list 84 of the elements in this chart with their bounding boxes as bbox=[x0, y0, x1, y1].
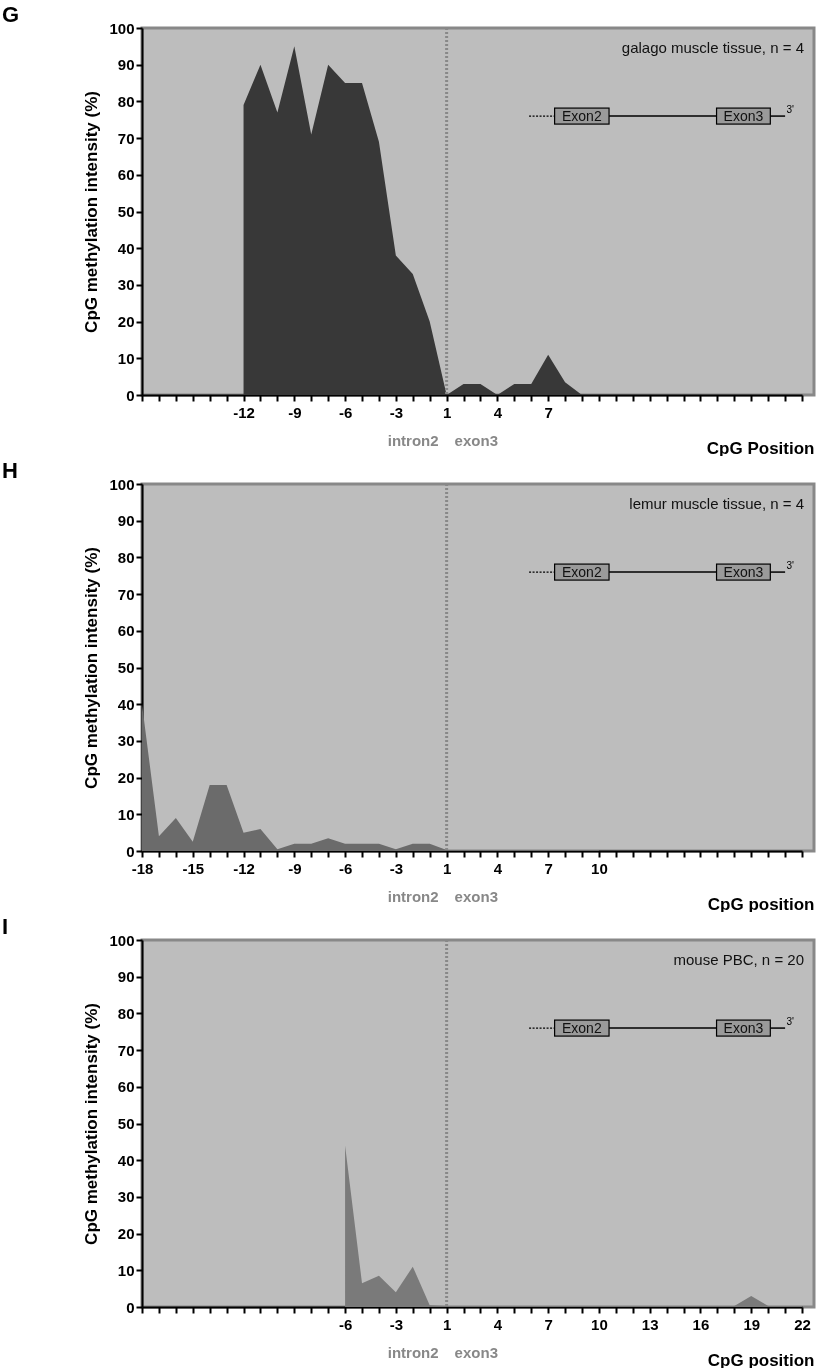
x-tick-label: 19 bbox=[743, 1315, 761, 1333]
annotation: Exon3 bbox=[723, 564, 764, 581]
annotation: Exon3 bbox=[723, 108, 764, 125]
x-tick-label: -15 bbox=[182, 859, 205, 877]
annotation: 3' bbox=[786, 560, 795, 572]
text: exon3 bbox=[454, 432, 498, 449]
x-tick-label: -3 bbox=[389, 859, 404, 877]
text: exon3 bbox=[454, 1344, 498, 1361]
y-tick-label: 80 bbox=[117, 1004, 135, 1022]
y-tick-label: 0 bbox=[126, 386, 135, 404]
x-tick-label: 7 bbox=[544, 403, 553, 421]
y-tick-label: 50 bbox=[117, 203, 135, 220]
y-tick-label: 80 bbox=[117, 548, 135, 566]
y-tick-label: 20 bbox=[117, 1225, 135, 1243]
y-tick-label: 20 bbox=[117, 313, 135, 331]
chart-title: I bbox=[2, 914, 9, 939]
y-tick-label: 0 bbox=[126, 842, 135, 860]
y-axis-title: CpG methylation intensity (%) bbox=[82, 91, 102, 333]
y-tick-label: 70 bbox=[117, 129, 135, 147]
y-axis-title: CpG methylation intensity (%) bbox=[82, 1003, 102, 1245]
x-tick-label: -9 bbox=[288, 403, 302, 421]
x-tick-label: -12 bbox=[233, 859, 255, 877]
y-tick-label: 30 bbox=[117, 276, 135, 294]
x-tick-label: -6 bbox=[338, 403, 353, 421]
x-tick-label: -3 bbox=[389, 1315, 404, 1333]
x-tick-label: 1 bbox=[442, 859, 452, 877]
y-tick-label: 30 bbox=[117, 732, 135, 750]
y-tick-label: 100 bbox=[109, 931, 135, 949]
y-tick-label: 60 bbox=[117, 166, 135, 184]
y-tick-label: 70 bbox=[117, 1041, 135, 1059]
chart-title: H bbox=[2, 458, 18, 483]
y-tick-label: 70 bbox=[117, 585, 135, 603]
y-tick-label: 90 bbox=[117, 512, 135, 530]
annotation: Exon3 bbox=[723, 1020, 764, 1037]
x-tick-label: -6 bbox=[338, 859, 353, 877]
x-tick-label: -18 bbox=[131, 859, 154, 877]
annotation: Exon2 bbox=[561, 108, 602, 125]
annotation: 3' bbox=[786, 104, 795, 116]
x-tick-label: -3 bbox=[389, 403, 404, 421]
x-tick-label: 7 bbox=[544, 859, 553, 877]
x-tick-label: -6 bbox=[338, 1315, 353, 1333]
y-axis-title: CpG methylation intensity (%) bbox=[82, 547, 102, 789]
y-tick-label: 60 bbox=[117, 1078, 135, 1096]
annotation: Exon2 bbox=[561, 564, 602, 581]
y-tick-label: 60 bbox=[117, 622, 135, 640]
x-tick-label: 7 bbox=[544, 1315, 553, 1333]
annotation: galago muscle tissue, n = 4 bbox=[621, 39, 804, 56]
x-tick-label: 1 bbox=[442, 403, 452, 421]
x-tick-label: 1 bbox=[442, 1315, 452, 1333]
y-tick-label: 0 bbox=[126, 1298, 135, 1316]
y-tick-label: 90 bbox=[117, 56, 135, 74]
y-tick-label: 10 bbox=[117, 349, 135, 367]
y-tick-label: 40 bbox=[117, 239, 135, 257]
text: intron2 bbox=[387, 432, 439, 449]
y-tick-label: 100 bbox=[109, 475, 135, 493]
y-tick-label: 40 bbox=[117, 1151, 135, 1169]
y-tick-label: 20 bbox=[117, 769, 135, 787]
x-tick-label: -12 bbox=[233, 403, 255, 421]
y-tick-label: 100 bbox=[109, 19, 135, 37]
text: intron2 bbox=[387, 888, 439, 905]
text: exon3 bbox=[454, 888, 498, 905]
y-tick-label: 80 bbox=[117, 92, 135, 110]
y-tick-label: 10 bbox=[117, 805, 135, 823]
text: intron2 bbox=[387, 1344, 439, 1361]
annotation: 3' bbox=[786, 1016, 795, 1028]
x-tick-label: 16 bbox=[692, 1315, 710, 1333]
x-tick-label: -9 bbox=[288, 859, 302, 877]
chart-title: G bbox=[2, 2, 20, 27]
x-tick-label: 10 bbox=[591, 859, 608, 877]
y-tick-label: 50 bbox=[117, 659, 135, 676]
annotation: Exon2 bbox=[561, 1020, 602, 1037]
x-tick-label: 4 bbox=[493, 1315, 503, 1333]
y-tick-label: 50 bbox=[117, 1115, 135, 1132]
annotation: mouse PBC, n = 20 bbox=[673, 951, 804, 968]
x-tick-label: 4 bbox=[493, 403, 503, 421]
y-tick-label: 40 bbox=[117, 695, 135, 713]
annotation: lemur muscle tissue, n = 4 bbox=[629, 495, 804, 512]
x-tick-label: 22 bbox=[794, 1315, 811, 1333]
y-tick-label: 10 bbox=[117, 1261, 135, 1279]
x-tick-label: 13 bbox=[641, 1315, 659, 1333]
x-tick-label: 10 bbox=[591, 1315, 608, 1333]
y-tick-label: 90 bbox=[117, 968, 135, 986]
x-tick-label: 4 bbox=[493, 859, 503, 877]
y-tick-label: 30 bbox=[117, 1188, 135, 1206]
